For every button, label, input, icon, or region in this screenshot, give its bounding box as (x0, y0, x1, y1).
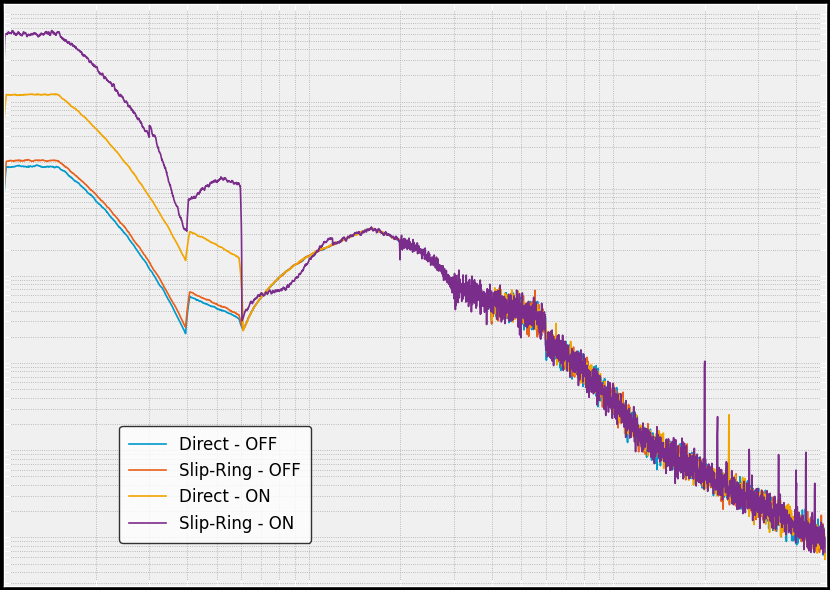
Slip-Ring - OFF (596, 386, 606, 394)
Slip-Ring - OFF (821, 542, 830, 549)
Direct - OFF (596, 377, 606, 384)
Line: Slip-Ring - ON: Slip-Ring - ON (4, 31, 826, 553)
Line: Direct - OFF: Direct - OFF (4, 165, 826, 555)
Slip-Ring - ON (351, 230, 361, 237)
Slip-Ring - ON (46, 27, 56, 34)
Slip-Ring - ON (755, 525, 765, 532)
Slip-Ring - OFF (755, 489, 765, 496)
Slip-Ring - ON (818, 550, 828, 557)
Direct - OFF (32, 162, 42, 169)
Direct - OFF (755, 499, 765, 506)
Slip-Ring - OFF (390, 235, 400, 242)
Slip-Ring - OFF (820, 555, 830, 562)
Direct - ON (0, 117, 9, 124)
Slip-Ring - ON (796, 514, 806, 522)
Direct - ON (390, 235, 400, 242)
Slip-Ring - OFF (351, 231, 361, 238)
Slip-Ring - OFF (0, 183, 9, 191)
Direct - OFF (821, 542, 830, 549)
Direct - ON (344, 234, 354, 241)
Direct - ON (796, 520, 806, 527)
Slip-Ring - ON (390, 234, 400, 241)
Slip-Ring - ON (0, 57, 9, 64)
Slip-Ring - ON (596, 391, 606, 398)
Direct - OFF (0, 189, 9, 196)
Direct - ON (755, 506, 765, 513)
Slip-Ring - OFF (344, 233, 354, 240)
Direct - ON (821, 536, 830, 543)
Line: Slip-Ring - OFF: Slip-Ring - OFF (4, 159, 826, 558)
Direct - ON (820, 556, 830, 563)
Direct - ON (26, 90, 36, 97)
Legend: Direct - OFF, Slip-Ring - OFF, Direct - ON, Slip-Ring - ON: Direct - OFF, Slip-Ring - OFF, Direct - … (120, 425, 311, 543)
Direct - ON (351, 232, 361, 239)
Slip-Ring - OFF (22, 156, 32, 163)
Slip-Ring - ON (344, 233, 354, 240)
Slip-Ring - ON (821, 535, 830, 542)
Direct - OFF (390, 235, 400, 242)
Direct - OFF (818, 552, 828, 559)
Direct - OFF (344, 233, 354, 240)
Direct - ON (596, 382, 606, 389)
Slip-Ring - OFF (796, 520, 806, 527)
Direct - OFF (796, 525, 806, 532)
Direct - OFF (351, 231, 361, 238)
Line: Direct - ON: Direct - ON (4, 94, 826, 559)
